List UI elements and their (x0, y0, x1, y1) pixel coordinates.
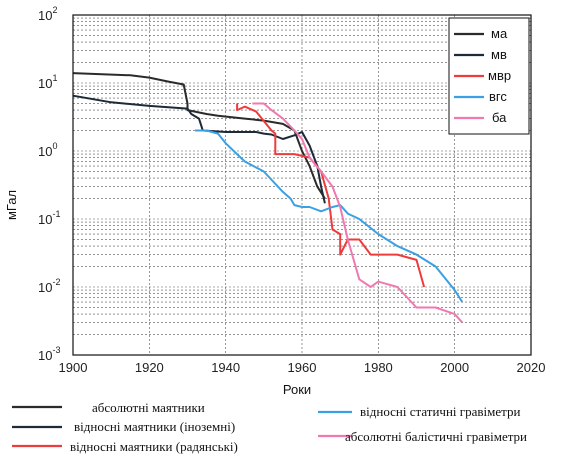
legend-inner-label-mv: мв (491, 47, 507, 62)
y-tick-label: 10-2 (38, 277, 60, 295)
series-line-vgs (195, 131, 462, 303)
legend-outer-label-ma: абсолютні маятники (92, 400, 205, 415)
x-tick-label: 1940 (211, 360, 240, 375)
y-tick-label: 10-1 (38, 209, 60, 227)
y-tick-label: 10-3 (38, 345, 60, 363)
series-line-mvr (237, 104, 424, 288)
legend-outer-label-mv: відносні маятники (іноземні) (74, 419, 235, 434)
legend-inner-label-mvr: мвр (488, 68, 511, 83)
legend-inner-label-ba: ба (492, 110, 507, 125)
series-lines (73, 73, 462, 323)
x-tick-label: 2000 (440, 360, 469, 375)
x-tick-label: 1960 (288, 360, 317, 375)
legend-outer-label-mvr: відносні маятники (радянські) (70, 439, 238, 454)
y-tick-label: 102 (38, 5, 57, 23)
series-line-ba (252, 104, 462, 323)
x-axis-title: Роки (283, 382, 311, 397)
x-tick-label: 1920 (135, 360, 164, 375)
legend-outer-label-vgs: відносні статичні гравіметри (360, 404, 520, 419)
y-tick-label: 101 (38, 73, 57, 91)
y-axis-title: мГал (4, 190, 19, 220)
x-tick-label: 1980 (364, 360, 393, 375)
legend-inner-label-vgs: вгс (489, 89, 507, 104)
x-tick-label: 1900 (59, 360, 88, 375)
legend-inner: ма мв мвр вгс ба (449, 18, 529, 134)
y-tick-labels: 102 101 100 10-1 10-2 10-3 (38, 5, 60, 363)
legend-inner-label-ma: ма (491, 26, 508, 41)
legend-outer-label-ba: абсолютні балістичні гравіметри (345, 429, 527, 444)
legend-outer: абсолютні маятники відносні маятники (ін… (12, 400, 527, 454)
x-tick-label: 2020 (517, 360, 546, 375)
series-line-ma (73, 73, 325, 198)
x-tick-labels: 1900 1920 1940 1960 1980 2000 2020 (59, 360, 546, 375)
y-tick-label: 100 (38, 141, 57, 159)
